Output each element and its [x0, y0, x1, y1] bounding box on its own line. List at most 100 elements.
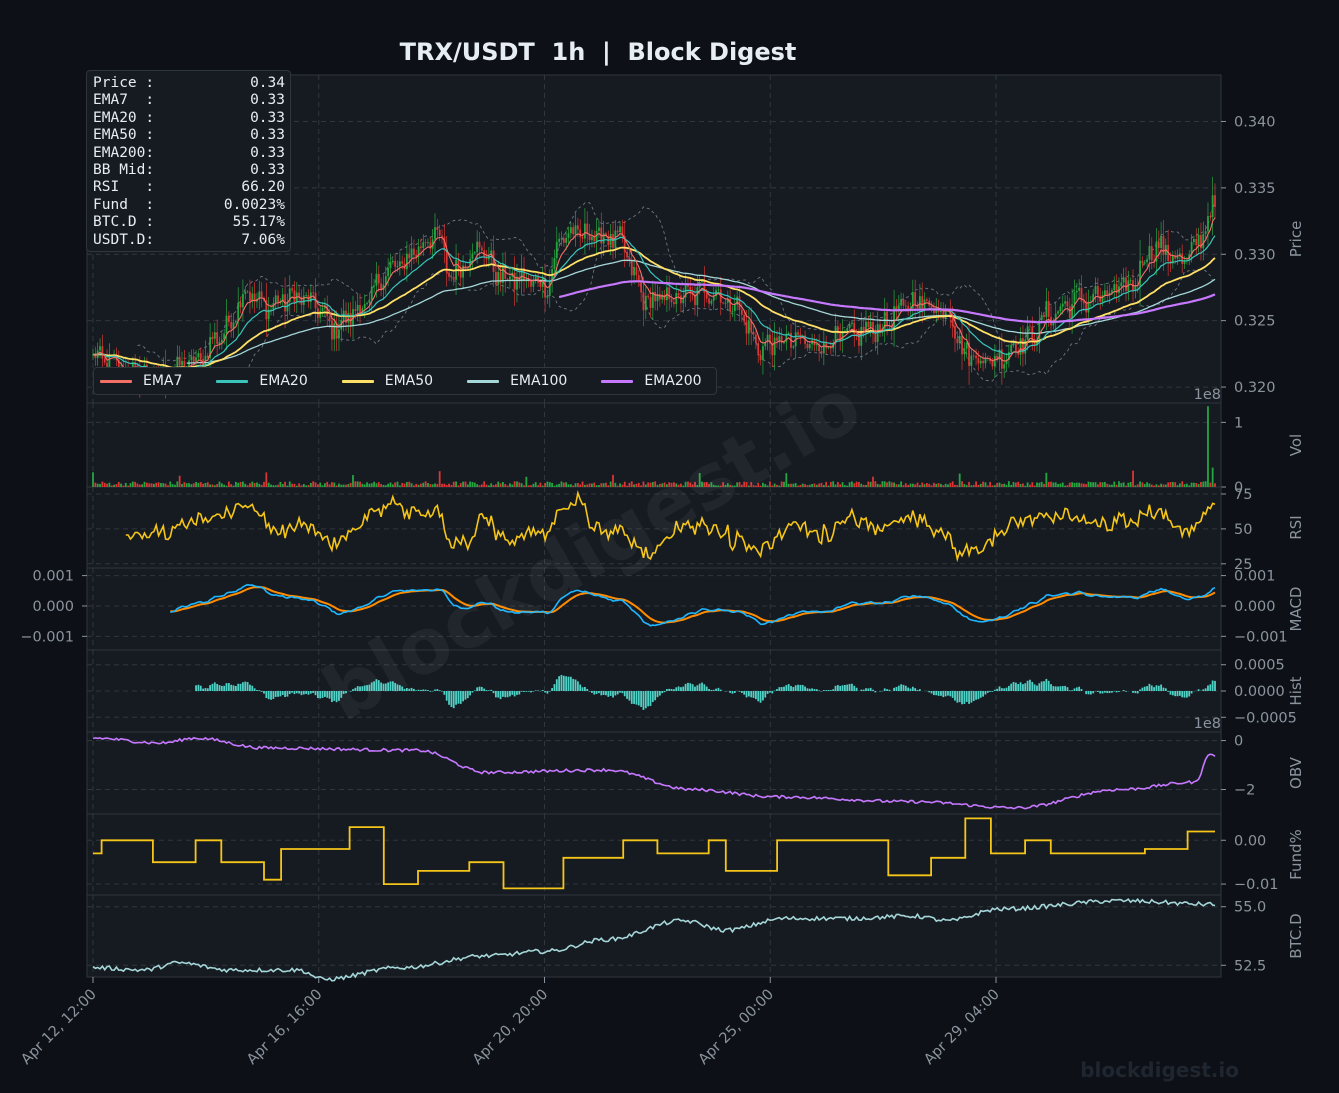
histogram-bar	[487, 690, 490, 691]
histogram-bar	[649, 691, 652, 706]
candle-body	[1005, 359, 1008, 365]
y-tick-label: 50	[1234, 522, 1252, 538]
volume-bar	[785, 473, 788, 487]
volume-bar	[1078, 482, 1081, 487]
volume-bar	[1040, 481, 1043, 487]
histogram-bar	[705, 686, 708, 691]
histogram-bar	[239, 683, 242, 691]
volume-bar	[422, 482, 425, 487]
candle-body	[869, 322, 872, 327]
candle-body	[644, 295, 647, 311]
volume-bar	[94, 482, 97, 487]
histogram-bar	[623, 691, 626, 697]
histogram-bar	[1047, 680, 1050, 691]
histogram-bar	[827, 690, 830, 691]
candle-body	[1087, 301, 1090, 313]
histogram-bar	[654, 691, 657, 701]
volume-bar	[1096, 484, 1099, 487]
y-tick-label: 0	[1234, 734, 1243, 750]
volume-bar	[846, 485, 849, 487]
candle-body	[1183, 260, 1186, 264]
histogram-bar	[356, 686, 359, 691]
volume-bar	[246, 485, 249, 487]
histogram-bar	[234, 685, 237, 691]
candle-body	[738, 296, 741, 310]
volume-bar	[829, 481, 832, 487]
volume-bar	[764, 484, 767, 487]
volume-bar	[879, 484, 881, 487]
volume-bar	[1193, 482, 1195, 487]
volume-bar	[722, 482, 725, 487]
histogram-bar	[1022, 684, 1024, 691]
volume-bar	[1050, 481, 1052, 487]
candle-body	[494, 271, 497, 285]
volume-bar	[478, 485, 481, 487]
volume-bar	[319, 482, 322, 487]
candle-body	[783, 341, 785, 344]
candle-body	[281, 294, 284, 301]
histogram-bar	[485, 690, 488, 691]
candle-body	[1099, 295, 1102, 302]
volume-bar	[993, 485, 996, 487]
candle-body	[670, 299, 673, 303]
volume-bar	[298, 483, 301, 487]
panel-frame	[86, 402, 1222, 488]
histogram-bar	[216, 683, 219, 691]
histogram-bar	[818, 690, 821, 691]
volume-bar	[490, 483, 493, 487]
histogram-bar	[305, 691, 308, 694]
volume-bar	[1033, 485, 1036, 487]
histogram-bar	[1014, 682, 1017, 691]
candle-body	[288, 288, 291, 302]
candle-body	[820, 351, 823, 354]
y-tick-label: −0.01	[1234, 877, 1278, 893]
candle-body	[532, 280, 535, 287]
candle-body	[321, 308, 324, 311]
histogram-bar	[691, 684, 694, 691]
volume-bar	[331, 482, 333, 487]
volume-bar	[398, 485, 401, 487]
histogram-bar	[340, 691, 343, 698]
candle-body	[211, 337, 214, 339]
volume-bar	[286, 485, 289, 487]
volume-bar	[455, 481, 457, 487]
volume-bar	[300, 485, 303, 487]
histogram-bar	[375, 679, 378, 691]
candle-body	[298, 292, 301, 297]
candle-body	[216, 332, 219, 344]
histogram-bar	[675, 687, 678, 691]
candle-body	[1071, 304, 1074, 319]
volume-bar	[717, 485, 720, 487]
volume-bar	[801, 483, 804, 487]
histogram-bar	[1005, 687, 1008, 691]
y-tick-label: 1	[1234, 415, 1243, 431]
volume-bar	[947, 484, 949, 487]
histogram-bar	[614, 691, 617, 696]
candle-body	[272, 303, 275, 310]
candle-body	[260, 291, 263, 299]
histogram-bar	[429, 691, 432, 692]
histogram-bar	[928, 691, 931, 693]
histogram-bar	[1052, 686, 1055, 691]
histogram-bar	[745, 691, 748, 698]
volume-bar	[534, 482, 537, 487]
volume-bar	[520, 483, 523, 487]
candle-body	[319, 310, 322, 318]
histogram-bar	[251, 685, 254, 691]
y-tick-label: 0.320	[1234, 380, 1276, 396]
histogram-bar	[895, 686, 898, 691]
legend-label: EMA50	[384, 373, 434, 389]
volume-bar	[1127, 482, 1130, 487]
volume-bar	[916, 482, 919, 487]
candle-body	[673, 302, 675, 305]
candle-body	[637, 275, 640, 282]
legend-swatch	[100, 379, 132, 383]
volume-bar	[839, 484, 842, 487]
candle-body	[712, 296, 715, 301]
volume-bar	[689, 482, 692, 487]
y-tick-label: 0	[1234, 480, 1243, 496]
volume-bar	[937, 483, 940, 487]
volume-bar	[1054, 482, 1057, 487]
candle-body	[450, 276, 453, 278]
candle-body	[1010, 345, 1013, 353]
